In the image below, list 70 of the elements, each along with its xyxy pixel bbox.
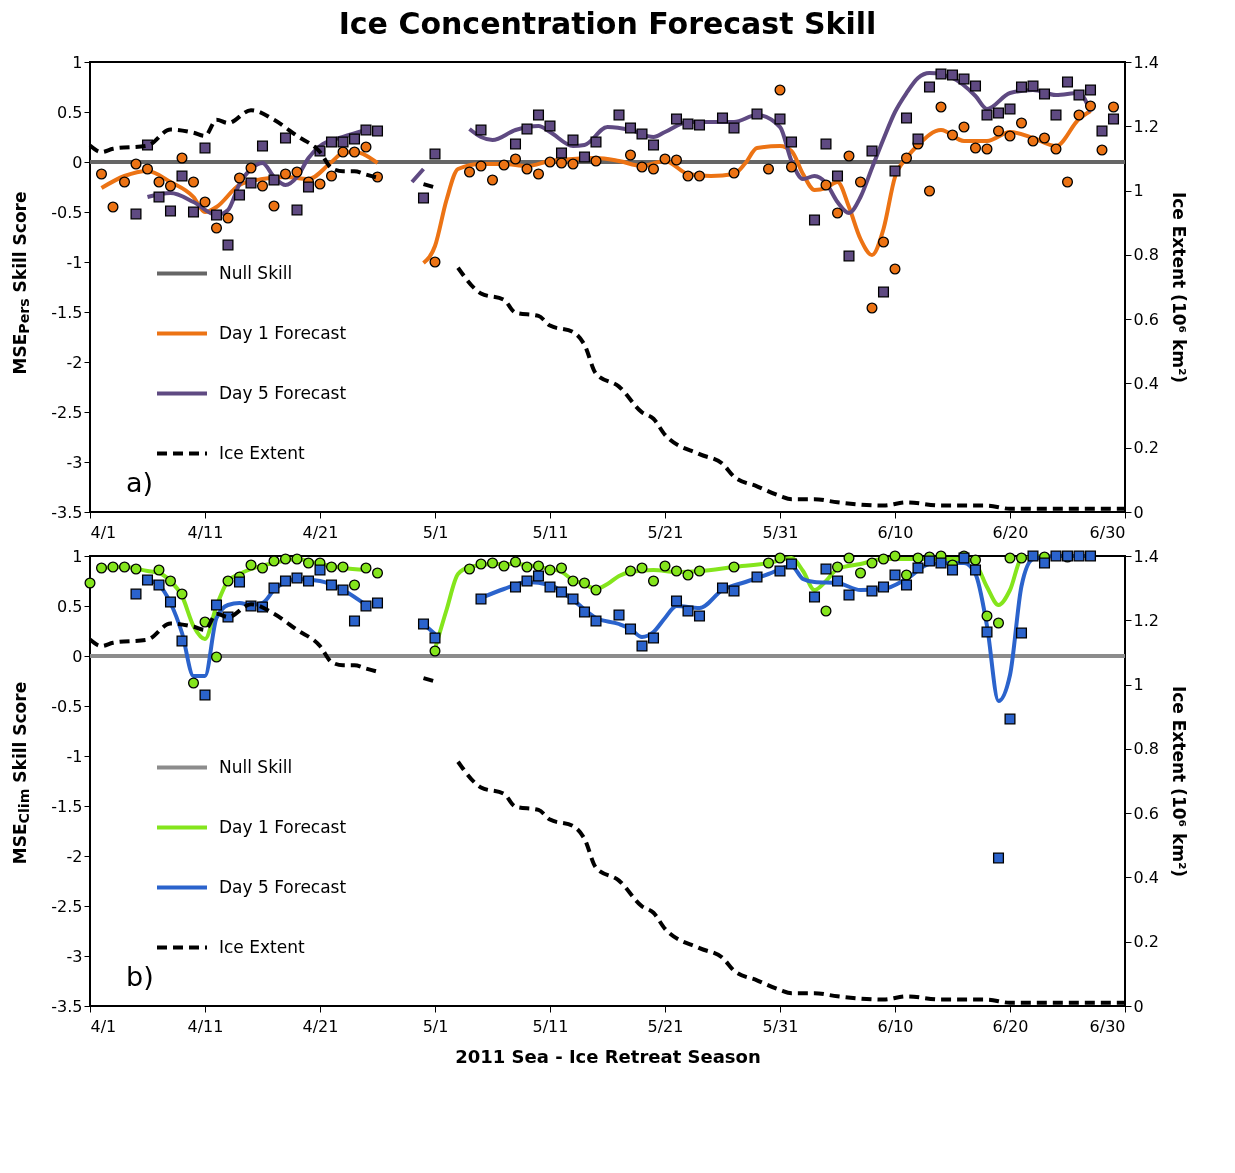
x-tick-label: 4/1 — [90, 522, 117, 542]
y-tick-label: -1.5 — [51, 302, 83, 322]
y-tick-label: -1 — [66, 252, 83, 272]
x-axis-title: 2011 Sea - Ice Retreat Season — [455, 1045, 761, 1067]
x-tick-label: 6/10 — [877, 522, 914, 542]
legend-label: Day 5 Forecast — [219, 382, 347, 403]
chart-title: Ice Concentration Forecast Skill — [338, 6, 877, 41]
y-tick-label: 0 — [72, 152, 83, 172]
y2-tick-label: 0.6 — [1133, 803, 1159, 823]
y2-tick-label: 0 — [1133, 502, 1144, 522]
y2-tick-label: 0.2 — [1133, 932, 1159, 952]
y2-tick-label: 1 — [1133, 181, 1144, 201]
x-tick-label: 5/21 — [647, 522, 684, 542]
x-tick-label: 5/11 — [532, 522, 569, 542]
x-tick-label: 6/30 — [1089, 1016, 1126, 1036]
y-tick-label: -0.5 — [51, 202, 83, 222]
x-tick-label: 6/20 — [992, 522, 1029, 542]
legend-label: Day 5 Forecast — [219, 876, 347, 897]
y-tick-label: -2.5 — [51, 402, 83, 422]
y-tick-label: -2.5 — [51, 896, 83, 916]
y-tick-label: -3.5 — [51, 502, 83, 522]
x-tick-label: 5/1 — [422, 1016, 449, 1036]
legend-label: Day 1 Forecast — [219, 322, 347, 343]
annotation: a) — [126, 467, 154, 498]
x-tick-label: 6/30 — [1089, 522, 1126, 542]
y2-axis-title: Ice Extent (10⁶ km²) — [1168, 685, 1189, 878]
y2-tick-label: 0.4 — [1133, 373, 1159, 393]
y2-tick-label: 0 — [1133, 996, 1144, 1016]
y-tick-label: -3.5 — [51, 996, 83, 1016]
y-tick-label: -0.5 — [51, 696, 83, 716]
y-tick-label: 0.5 — [57, 102, 83, 122]
y2-axis-title: Ice Extent (10⁶ km²) — [1168, 191, 1189, 384]
x-tick-label: 4/1 — [90, 1016, 117, 1036]
y-tick-label: -3 — [66, 452, 83, 472]
x-tick-label: 6/20 — [992, 1016, 1029, 1036]
y-tick-label: 0 — [72, 646, 83, 666]
y-tick-label: -1 — [66, 746, 83, 766]
x-tick-label: 5/31 — [762, 522, 799, 542]
y-tick-label: 0.5 — [57, 596, 83, 616]
legend-label: Ice Extent — [219, 442, 305, 463]
x-tick-label: 5/31 — [762, 1016, 799, 1036]
y-tick-label: -3 — [66, 946, 83, 966]
y2-tick-label: 0.4 — [1133, 867, 1159, 887]
legend-label: Null Skill — [219, 756, 293, 777]
y2-tick-label: 0.2 — [1133, 438, 1159, 458]
x-tick-label: 4/21 — [302, 522, 339, 542]
y2-tick-label: 1.4 — [1133, 52, 1159, 72]
y2-tick-label: 1 — [1133, 675, 1144, 695]
y2-tick-label: 1.2 — [1133, 610, 1159, 630]
y2-tick-label: 0.6 — [1133, 309, 1159, 329]
x-tick-label: 6/10 — [877, 1016, 914, 1036]
annotation: b) — [126, 961, 154, 992]
legend-label: Ice Extent — [219, 936, 305, 957]
x-tick-label: 5/21 — [647, 1016, 684, 1036]
y-tick-label: 1 — [72, 546, 83, 566]
y-tick-label: -2 — [66, 352, 83, 372]
y2-tick-label: 1.2 — [1133, 116, 1159, 136]
x-tick-label: 4/11 — [187, 1016, 224, 1036]
y-tick-label: -1.5 — [51, 796, 83, 816]
x-tick-label: 4/11 — [187, 522, 224, 542]
y2-tick-label: 1.4 — [1133, 546, 1159, 566]
x-tick-label: 5/11 — [532, 1016, 569, 1036]
y-tick-label: -2 — [66, 846, 83, 866]
x-tick-label: 5/1 — [422, 522, 449, 542]
y-tick-label: 1 — [72, 52, 83, 72]
legend-label: Null Skill — [219, 262, 293, 283]
legend-label: Day 1 Forecast — [219, 816, 347, 837]
y2-tick-label: 0.8 — [1133, 739, 1159, 759]
y2-tick-label: 0.8 — [1133, 245, 1159, 265]
x-tick-label: 4/21 — [302, 1016, 339, 1036]
